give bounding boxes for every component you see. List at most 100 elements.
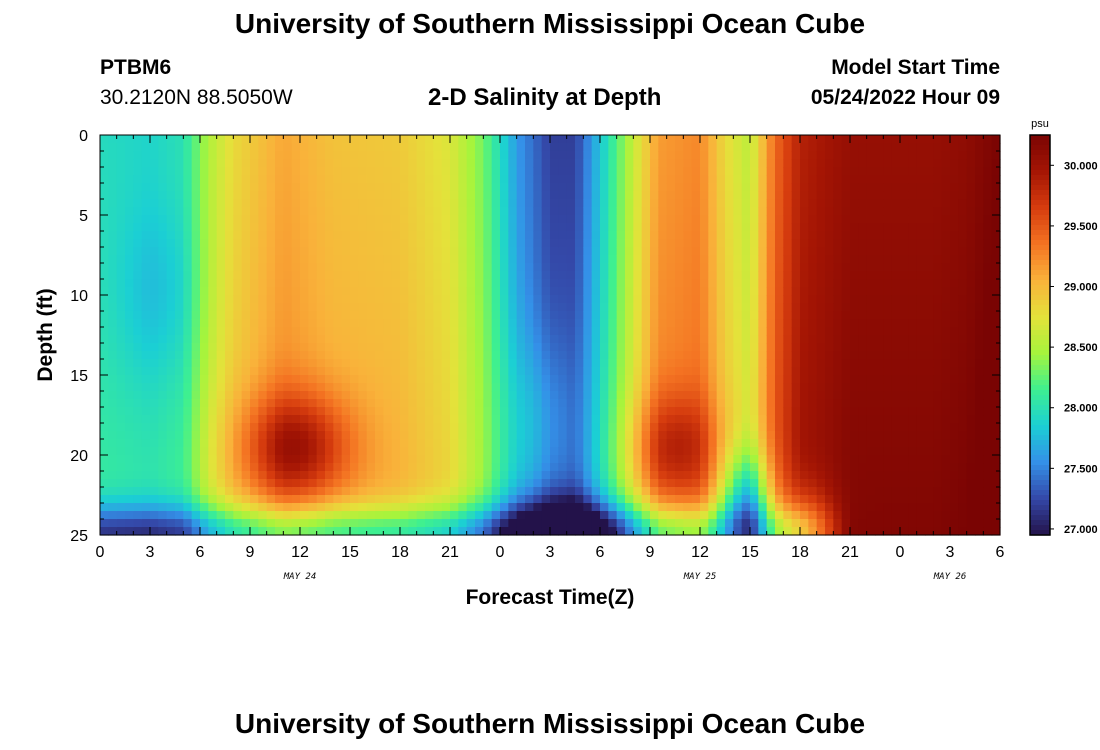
heatmap-cell [333,439,343,448]
heatmap-cell [283,343,293,352]
heatmap-cell [500,303,509,312]
heatmap-cell [800,263,809,272]
heatmap-cell [766,135,776,144]
heatmap-cell [125,407,134,416]
heatmap-cell [266,383,276,392]
heatmap-cell [533,311,543,320]
heatmap-cell [600,511,609,520]
heatmap-cell [533,511,543,520]
heatmap-cell [641,511,651,520]
heatmap-cell [341,383,351,392]
heatmap-cell [375,151,384,160]
heatmap-cell [641,303,651,312]
heatmap-cell [883,191,893,200]
heatmap-cell [116,287,126,296]
heatmap-cell [841,455,851,464]
heatmap-cell [691,407,701,416]
heatmap-cell [541,399,551,408]
heatmap-cell [566,335,576,344]
heatmap-cell [700,367,709,376]
heatmap-cell [133,431,143,440]
heatmap-cell [758,383,768,392]
heatmap-cell [375,527,384,536]
heatmap-cell [616,303,626,312]
heatmap-cell [650,431,659,440]
heatmap-cell [216,487,226,496]
heatmap-cell [158,455,168,464]
heatmap-cell [841,215,851,224]
heatmap-cell [141,311,151,320]
heatmap-cell [658,151,668,160]
heatmap-cell [491,287,501,296]
heatmap-cell [675,247,684,256]
heatmap-cell [225,199,234,208]
heatmap-cell [866,375,876,384]
heatmap-cell [641,271,651,280]
heatmap-cell [708,511,718,520]
heatmap-cell [291,319,301,328]
heatmap-cell [300,167,309,176]
heatmap-cell [200,199,209,208]
heatmap-cell [300,431,309,440]
heatmap-cell [408,279,418,288]
heatmap-cell [108,143,118,152]
heatmap-cell [791,191,801,200]
heatmap-cell [550,503,559,512]
heatmap-cell [225,247,234,256]
heatmap-cell [750,407,759,416]
heatmap-cell [166,175,176,184]
heatmap-cell [125,239,134,248]
heatmap-cell [700,407,709,416]
heatmap-cell [758,303,768,312]
heatmap-cell [100,479,109,488]
heatmap-cell [375,287,384,296]
heatmap-cell [508,255,518,264]
heatmap-cell [708,183,718,192]
heatmap-cell [633,375,643,384]
heatmap-cell [791,415,801,424]
heatmap-cell [400,215,409,224]
heatmap-cell [300,311,309,320]
heatmap-cell [275,511,284,520]
heatmap-cell [550,151,559,160]
heatmap-cell [883,359,893,368]
heatmap-cell [758,455,768,464]
heatmap-cell [816,367,826,376]
heatmap-cell [350,255,359,264]
heatmap-cell [541,295,551,304]
heatmap-cell [550,351,559,360]
heatmap-cell [558,311,568,320]
heatmap-cell [766,431,776,440]
heatmap-cell [333,471,343,480]
heatmap-cell [225,431,234,440]
heatmap-cell [183,495,193,504]
heatmap-cell [583,255,593,264]
heatmap-cell [358,143,368,152]
heatmap-cell [433,175,443,184]
heatmap-cell [591,183,601,192]
heatmap-cell [516,295,526,304]
heatmap-cell [383,143,393,152]
heatmap-cell [900,439,909,448]
heatmap-cell [208,151,218,160]
heatmap-cell [666,311,676,320]
heatmap-cell [716,135,726,144]
heatmap-cell [825,495,834,504]
heatmap-cell [783,287,793,296]
heatmap-cell [116,327,126,336]
heatmap-cell [408,159,418,168]
heatmap-cell [608,391,618,400]
heatmap-cell [225,271,234,280]
heatmap-cell [133,263,143,272]
heatmap-cell [308,143,318,152]
heatmap-cell [650,207,659,216]
heatmap-cell [408,175,418,184]
heatmap-cell [383,255,393,264]
heatmap-cell [375,431,384,440]
heatmap-cell [850,159,859,168]
heatmap-cell [425,495,434,504]
heatmap-cell [283,463,293,472]
heatmap-cell [350,399,359,408]
heatmap-cell [150,455,159,464]
heatmap-cell [108,383,118,392]
